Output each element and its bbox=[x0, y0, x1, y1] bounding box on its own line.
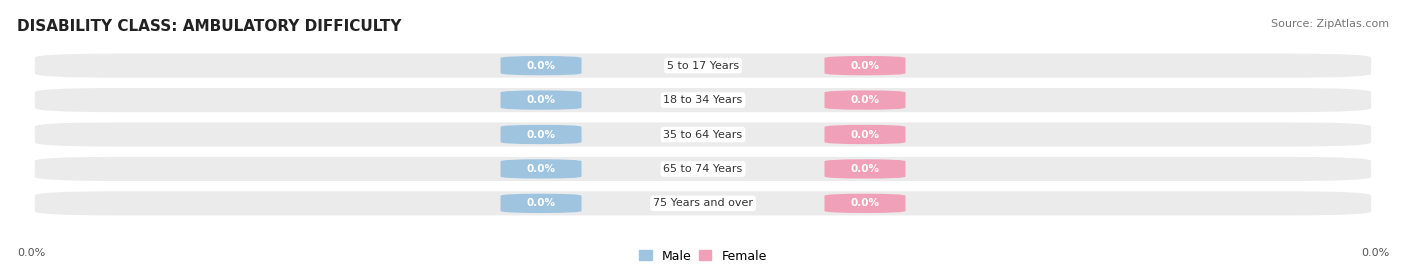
FancyBboxPatch shape bbox=[35, 54, 1371, 78]
FancyBboxPatch shape bbox=[501, 90, 582, 110]
Text: 0.0%: 0.0% bbox=[526, 61, 555, 71]
Text: Source: ZipAtlas.com: Source: ZipAtlas.com bbox=[1271, 19, 1389, 29]
FancyBboxPatch shape bbox=[35, 157, 1371, 181]
FancyBboxPatch shape bbox=[35, 191, 1371, 215]
Text: 0.0%: 0.0% bbox=[17, 248, 45, 258]
Text: 0.0%: 0.0% bbox=[526, 129, 555, 140]
Text: 0.0%: 0.0% bbox=[851, 198, 880, 208]
FancyBboxPatch shape bbox=[35, 88, 1371, 112]
FancyBboxPatch shape bbox=[501, 125, 582, 144]
FancyBboxPatch shape bbox=[824, 194, 905, 213]
Text: 0.0%: 0.0% bbox=[851, 95, 880, 105]
Text: 0.0%: 0.0% bbox=[526, 164, 555, 174]
Text: 0.0%: 0.0% bbox=[526, 95, 555, 105]
Text: 5 to 17 Years: 5 to 17 Years bbox=[666, 61, 740, 71]
Text: DISABILITY CLASS: AMBULATORY DIFFICULTY: DISABILITY CLASS: AMBULATORY DIFFICULTY bbox=[17, 19, 401, 34]
FancyBboxPatch shape bbox=[824, 90, 905, 110]
Text: 0.0%: 0.0% bbox=[851, 164, 880, 174]
Text: 65 to 74 Years: 65 to 74 Years bbox=[664, 164, 742, 174]
Text: 0.0%: 0.0% bbox=[526, 198, 555, 208]
Text: 0.0%: 0.0% bbox=[851, 129, 880, 140]
Legend: Male, Female: Male, Female bbox=[640, 250, 766, 263]
Text: 35 to 64 Years: 35 to 64 Years bbox=[664, 129, 742, 140]
FancyBboxPatch shape bbox=[501, 194, 582, 213]
Text: 0.0%: 0.0% bbox=[851, 61, 880, 71]
FancyBboxPatch shape bbox=[824, 159, 905, 179]
FancyBboxPatch shape bbox=[501, 159, 582, 179]
FancyBboxPatch shape bbox=[35, 122, 1371, 147]
Text: 18 to 34 Years: 18 to 34 Years bbox=[664, 95, 742, 105]
FancyBboxPatch shape bbox=[824, 56, 905, 75]
FancyBboxPatch shape bbox=[501, 56, 582, 75]
Text: 0.0%: 0.0% bbox=[1361, 248, 1389, 258]
FancyBboxPatch shape bbox=[824, 125, 905, 144]
Text: 75 Years and over: 75 Years and over bbox=[652, 198, 754, 208]
